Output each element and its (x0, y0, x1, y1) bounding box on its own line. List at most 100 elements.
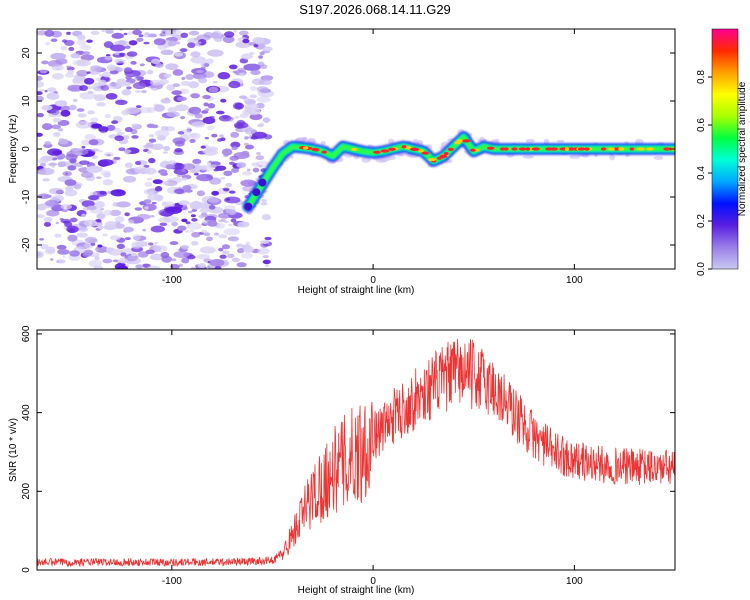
noise-blob (76, 108, 85, 112)
noise-blob (132, 234, 141, 241)
noise-blob (243, 63, 261, 71)
noise-blob (257, 248, 270, 255)
noise-blob (143, 32, 152, 38)
noise-blob (230, 218, 237, 223)
noise-blob (64, 221, 73, 228)
noise-blob (172, 69, 184, 76)
noise-blob (118, 52, 126, 57)
noise-blob (116, 243, 125, 250)
noise-blob (191, 208, 198, 212)
noise-blob (62, 255, 66, 258)
noise-blob (166, 111, 180, 118)
noise-blob (128, 40, 138, 46)
noise-blob (146, 265, 161, 269)
noise-blob (258, 79, 272, 86)
noise-blob (89, 191, 98, 197)
noise-blob (131, 241, 142, 249)
noise-blob (116, 201, 131, 208)
noise-blob (191, 217, 198, 222)
noise-blob (116, 265, 129, 269)
noise-blob (155, 63, 164, 69)
noise-blob (201, 229, 208, 234)
noise-blob (95, 245, 108, 253)
noise-blob (167, 106, 178, 113)
track-hotspot (470, 148, 476, 152)
noise-blob (66, 65, 72, 68)
noise-blob (114, 135, 124, 142)
noise-blob (191, 231, 201, 238)
noise-blob (72, 98, 78, 103)
noise-blob (50, 52, 67, 60)
noise-blob (228, 80, 241, 89)
track-halo-blob (387, 138, 395, 145)
noise-blob (151, 124, 159, 129)
track-hotspot (499, 147, 506, 151)
noise-blob (159, 210, 174, 217)
noise-blob (214, 266, 222, 269)
noise-blob (213, 80, 218, 84)
noise-blob (112, 259, 119, 263)
noise-blob (146, 106, 156, 113)
snr-y-ticks: 0 200 400 600 (21, 325, 675, 573)
noise-blob (255, 160, 270, 168)
noise-blob (262, 259, 271, 265)
noise-blob (236, 162, 247, 168)
noise-blob (94, 248, 99, 251)
noise-blob (231, 167, 240, 173)
noise-blob (44, 123, 50, 127)
noise-blob (86, 71, 91, 74)
track-hotspot (600, 147, 607, 151)
noise-blob (222, 187, 230, 191)
track-hotspot (518, 147, 527, 151)
noise-blob (264, 236, 272, 241)
noise-blob (255, 155, 265, 161)
noise-blob (261, 214, 271, 221)
track-hotspot (566, 147, 576, 151)
noise-blob (104, 152, 114, 157)
noise-blob (131, 252, 137, 257)
noise-blob (93, 94, 106, 102)
snr-xlabel: Height of straight line (km) (298, 585, 415, 596)
spectrogram-x-tick-label: 100 (566, 275, 583, 286)
noise-blob (44, 249, 56, 255)
noise-blob (109, 209, 122, 217)
noise-blob (249, 113, 263, 121)
spectrogram-x-tick-label: 0 (370, 275, 376, 286)
track-hotspot (373, 150, 381, 154)
noise-blob (143, 41, 150, 45)
colorbar: 0.0 0.2 0.4 0.6 0.8 Normalized spectral ampl… (696, 28, 748, 276)
spectrogram-y-ticks: -20 -10 0 10 20 (21, 47, 675, 252)
noise-blob (227, 253, 235, 259)
noise-blob (185, 221, 191, 225)
noise-blob (124, 257, 141, 265)
noise-blob (61, 208, 69, 213)
noise-blob (54, 132, 60, 136)
noise-blob (221, 244, 231, 250)
noise-blob (127, 219, 135, 224)
noise-blob (87, 90, 94, 94)
snr-x-tick-label: 0 (370, 576, 376, 587)
noise-blob (227, 236, 239, 242)
noise-blob (125, 163, 130, 166)
noise-blob (95, 219, 102, 223)
noise-blob (76, 232, 88, 238)
noise-blob (207, 220, 218, 227)
noise-blob (153, 104, 165, 112)
noise-blob (48, 187, 64, 195)
noise-blob (153, 245, 168, 252)
noise-blob (115, 99, 128, 106)
noise-blob (104, 113, 111, 119)
noise-blob (65, 172, 69, 175)
noise-blob (57, 128, 64, 132)
noise-blob (79, 92, 97, 100)
noise-blob (123, 81, 132, 87)
noise-blob (64, 179, 77, 186)
noise-blob (252, 37, 265, 44)
noise-blob (68, 46, 75, 52)
noise-blob (260, 202, 268, 206)
track-start-dot (244, 202, 253, 211)
noise-blob (118, 67, 126, 71)
noise-blob (163, 73, 172, 78)
noise-blob (80, 54, 95, 61)
noise-blob (127, 31, 133, 35)
